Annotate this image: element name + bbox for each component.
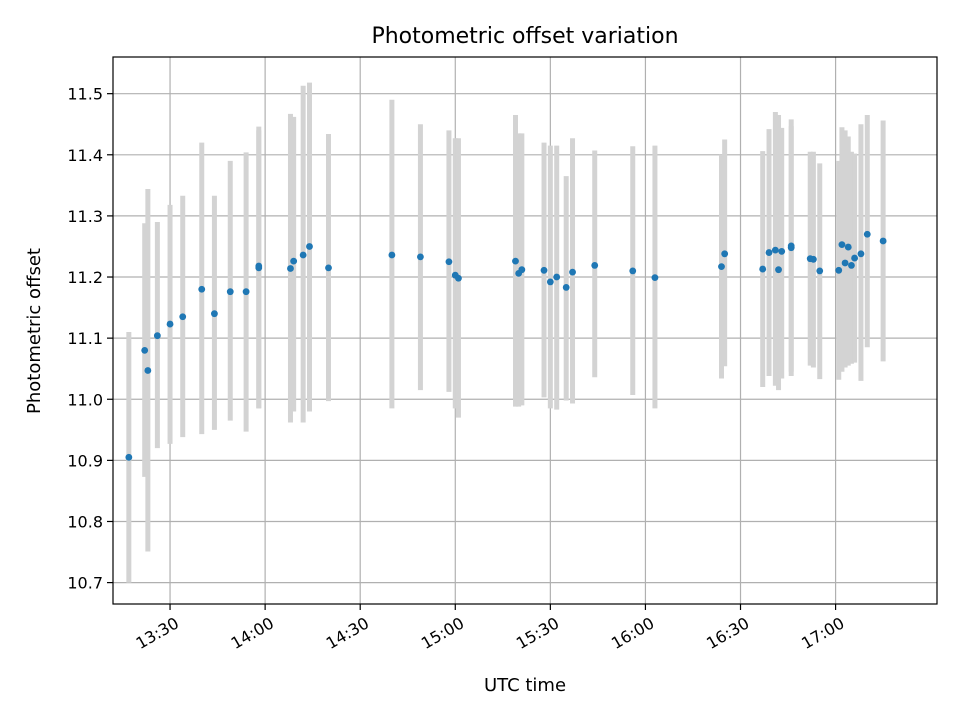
data-point (125, 453, 133, 461)
data-point (417, 253, 424, 261)
data-point (775, 266, 782, 274)
data-point (816, 267, 824, 275)
data-point (306, 243, 313, 250)
x-tick-label: 15:00 (418, 613, 467, 653)
data-point (299, 251, 307, 259)
data-point (651, 274, 659, 282)
data-point (287, 265, 294, 272)
y-axis-label: Photometric offset (24, 248, 45, 414)
data-point (211, 310, 218, 318)
y-tick-label: 11.5 (67, 85, 103, 104)
x-tick-label: 17:00 (798, 613, 847, 653)
data-point (759, 265, 767, 273)
data-point (629, 267, 637, 275)
data-point (546, 278, 554, 286)
data-point (810, 255, 817, 263)
data-point (863, 230, 871, 238)
x-tick-label: 16:00 (608, 613, 657, 653)
data-point (242, 288, 250, 296)
data-point (844, 243, 852, 251)
x-tick-label: 14:30 (323, 613, 372, 653)
data-point (512, 257, 519, 265)
data-point (591, 262, 599, 269)
data-point (879, 237, 887, 245)
data-point (144, 367, 152, 374)
y-tick-label: 11.2 (67, 268, 103, 287)
data-point (857, 250, 865, 258)
data-point (838, 241, 846, 249)
x-axis-label: UTC time (484, 675, 566, 696)
x-tick-label: 15:30 (513, 613, 562, 653)
data-point (226, 288, 234, 296)
data-point (179, 313, 187, 321)
data-point (540, 266, 548, 274)
y-tick-label: 11.1 (67, 329, 103, 348)
data-point (787, 242, 795, 250)
data-point (518, 266, 526, 274)
data-point (562, 284, 570, 291)
data-points (125, 230, 887, 461)
data-point (455, 274, 462, 282)
data-point (851, 254, 858, 262)
data-point (153, 332, 161, 340)
data-point (255, 262, 263, 270)
data-point (198, 285, 206, 293)
data-point (553, 273, 561, 281)
data-point (771, 246, 779, 254)
x-tick-label: 13:30 (133, 613, 182, 653)
data-point (718, 263, 725, 271)
data-point (325, 264, 332, 272)
data-point (388, 251, 396, 259)
y-tick-label: 11.0 (67, 390, 103, 409)
plot-frame (112, 56, 938, 605)
y-tick-label: 10.8 (67, 512, 103, 531)
y-tick-label: 10.7 (67, 574, 103, 593)
y-tick-label: 11.4 (67, 146, 103, 165)
chart-title: Photometric offset variation (371, 24, 678, 49)
data-point (841, 259, 849, 267)
grid-lines (113, 57, 937, 604)
x-tick-label: 16:30 (703, 613, 752, 653)
y-tick-label: 11.3 (67, 207, 103, 226)
x-tick-label: 14:00 (228, 613, 277, 653)
data-point (721, 250, 729, 258)
data-point (778, 247, 786, 255)
data-point (848, 262, 855, 269)
y-tick-label: 10.9 (67, 451, 103, 470)
data-point (141, 346, 149, 354)
data-point (445, 258, 453, 266)
error-bars (126, 82, 886, 583)
data-point (835, 266, 843, 274)
data-point (290, 257, 298, 265)
data-point (569, 268, 576, 276)
data-point (765, 249, 773, 256)
data-point (166, 320, 174, 328)
